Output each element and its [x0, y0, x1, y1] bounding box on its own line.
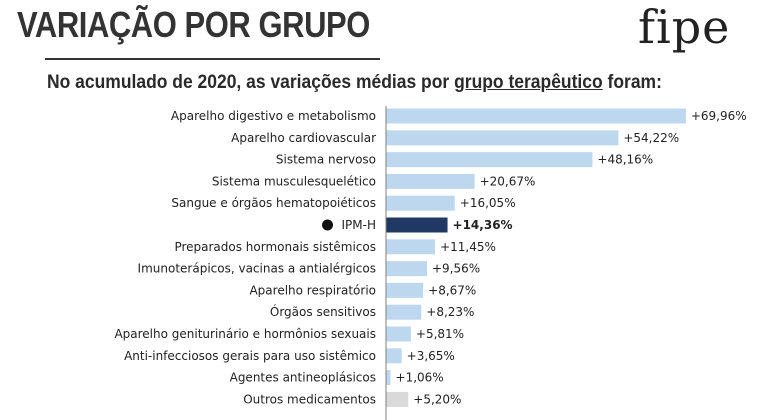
subtitle-text-end: foram:: [602, 72, 662, 93]
bar-0: [386, 108, 686, 124]
category-label-5: IPM-H: [342, 218, 376, 232]
value-label-12: +1,06%: [396, 371, 444, 385]
category-label-12: Agentes antineoplásicos: [230, 371, 376, 385]
bar-5: [386, 217, 448, 233]
category-label-1: Aparelho cardiovascular: [231, 131, 376, 145]
value-label-4: +16,05%: [460, 196, 516, 210]
category-label-11: Anti-infecciosos gerais para uso sistêmi…: [124, 349, 376, 363]
fipe-logo: fipe: [638, 0, 731, 54]
value-label-8: +8,67%: [428, 283, 476, 297]
value-label-9: +8,23%: [426, 305, 474, 319]
bar-6: [386, 239, 436, 255]
bar-3: [386, 173, 475, 189]
bar-10: [386, 326, 411, 342]
value-label-13: +5,20%: [413, 392, 461, 406]
value-label-5: +14,36%: [453, 218, 513, 232]
value-label-0: +69,96%: [691, 109, 747, 123]
bar-4: [386, 195, 455, 211]
bar-2: [386, 152, 593, 168]
title-divider: [45, 58, 380, 60]
bar-8: [386, 282, 424, 298]
category-label-13: Outros medicamentos: [243, 392, 376, 406]
category-label-0: Aparelho digestivo e metabolismo: [171, 109, 376, 123]
bar-7: [386, 261, 427, 277]
category-label-10: Aparelho geniturinário e hormônios sexua…: [114, 327, 376, 341]
category-label-3: Sistema musculesquelético: [212, 174, 376, 188]
value-label-11: +3,65%: [407, 349, 455, 363]
category-label-2: Sistema nervoso: [276, 153, 376, 167]
subtitle-text-start: No acumulado de 2020, as variações média…: [47, 72, 455, 93]
bar-9: [386, 304, 422, 320]
category-label-8: Aparelho respiratório: [249, 283, 376, 297]
value-label-7: +9,56%: [432, 262, 480, 276]
value-label-6: +11,45%: [440, 240, 496, 254]
category-label-7: Imunoterápicos, vacinas a antialérgicos: [138, 262, 376, 276]
chart-subtitle: No acumulado de 2020, as variações média…: [47, 72, 662, 94]
bar-1: [386, 130, 619, 146]
category-label-6: Preparados hormonais sistêmicos: [174, 240, 376, 254]
bar-13: [386, 391, 409, 407]
category-label-4: Sangue e órgãos hematopoiéticos: [171, 196, 376, 210]
category-label-9: Órgãos sensitivos: [270, 304, 376, 319]
highlight-dot-icon: [322, 219, 333, 231]
value-label-3: +20,67%: [480, 174, 536, 188]
value-label-2: +48,16%: [597, 153, 653, 167]
subtitle-underlined-term: grupo terapêutico: [454, 72, 603, 93]
bar-11: [386, 348, 402, 364]
value-label-1: +54,22%: [623, 131, 679, 145]
page-title: VARIAÇÃO POR GRUPO: [17, 4, 370, 45]
value-label-10: +5,81%: [416, 327, 464, 341]
bar-12: [386, 370, 391, 386]
